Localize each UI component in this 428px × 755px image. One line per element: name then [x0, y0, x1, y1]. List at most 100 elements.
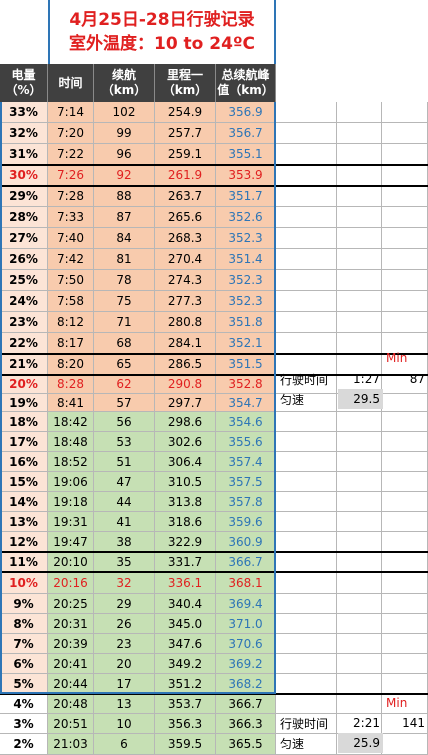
cell-range: 29	[94, 594, 155, 614]
cell-time: 7:40	[48, 228, 94, 249]
group-divider	[0, 551, 428, 553]
cell-peak-range: 355.6	[216, 432, 276, 452]
cell-mileage: 318.6	[155, 512, 216, 532]
table-row: 13% 19:31 41 318.6 359.6	[0, 512, 428, 532]
cell-mileage: 268.3	[155, 228, 216, 249]
cell-range: 47	[94, 472, 155, 492]
header-range-unit: （km）	[101, 83, 147, 97]
empty-cell	[276, 228, 337, 249]
empty-cell	[382, 432, 428, 452]
cell-peak-range: 356.7	[216, 123, 276, 144]
table-row: 31% 7:22 96 259.1 355.1	[0, 144, 428, 165]
cell-mileage: 331.7	[155, 552, 216, 572]
cell-battery: 12%	[0, 532, 48, 552]
empty-cell	[337, 552, 382, 572]
cell-range: 99	[94, 123, 155, 144]
cell-range: 10	[94, 714, 155, 734]
table-row: 12% 19:47 38 322.9 360.9	[0, 532, 428, 552]
cell-peak-range: 352.3	[216, 291, 276, 312]
cell-peak-range: 366.7	[216, 694, 276, 714]
cell-time: 19:06	[48, 472, 94, 492]
cell-battery: 11%	[0, 552, 48, 572]
drive-time-label-2: 行驶时间	[280, 716, 329, 731]
cell-time: 20:16	[48, 572, 94, 594]
empty-cell	[337, 312, 382, 333]
empty-cell	[337, 333, 382, 354]
cell-battery: 19%	[0, 394, 48, 412]
empty-cell	[382, 102, 428, 123]
empty-cell	[276, 594, 337, 614]
empty-cell	[276, 452, 337, 472]
cell-time: 19:18	[48, 492, 94, 512]
cell-time: 8:12	[48, 312, 94, 333]
drive-time-value-2: 2:21	[353, 716, 380, 730]
cell-battery: 10%	[0, 572, 48, 594]
cell-peak-range: 354.7	[216, 394, 276, 412]
empty-cell	[337, 412, 382, 432]
cell-battery: 18%	[0, 412, 48, 432]
empty-cell	[276, 492, 337, 512]
cell-battery: 32%	[0, 123, 48, 144]
empty-cell	[337, 270, 382, 291]
drive-time-label-1: 行驶时间	[280, 372, 329, 387]
cell-mileage: 356.3	[155, 714, 216, 734]
empty-cell	[382, 228, 428, 249]
table-row: 16% 18:52 51 306.4 357.4	[0, 452, 428, 472]
table-row: 18% 18:42 56 298.6 354.6	[0, 412, 428, 432]
cell-battery: 30%	[0, 165, 48, 186]
cell-peak-range: 365.5	[216, 734, 276, 755]
empty-cell	[382, 165, 428, 186]
cell-battery: 4%	[0, 694, 48, 714]
cell-time: 20:48	[48, 694, 94, 714]
cell-battery: 25%	[0, 270, 48, 291]
cell-peak-range: 355.1	[216, 144, 276, 165]
cell-peak-range: 371.0	[216, 614, 276, 634]
cell-time: 20:51	[48, 714, 94, 734]
cell-time: 19:31	[48, 512, 94, 532]
drive-time-value-1: 1:27	[353, 372, 380, 386]
empty-cell	[276, 552, 337, 572]
cell-battery: 31%	[0, 144, 48, 165]
empty-cell	[337, 594, 382, 614]
table-row: 20% 8:28 62 290.8 352.8	[0, 375, 428, 394]
cell-battery: 7%	[0, 634, 48, 654]
table-row: 19% 8:41 57 297.7 354.7	[0, 394, 428, 412]
empty-cell	[382, 552, 428, 572]
empty-cell	[276, 532, 337, 552]
header-peak-label: 总续航峰	[221, 68, 270, 82]
group-divider	[0, 353, 428, 355]
empty-cell	[337, 102, 382, 123]
distance-value-1: 87	[409, 372, 425, 386]
cell-mileage: 322.9	[155, 532, 216, 552]
header-range-label: 续航	[111, 68, 136, 82]
empty-cell	[337, 532, 382, 552]
cell-mileage: 297.7	[155, 394, 216, 412]
empty-cell	[382, 412, 428, 432]
empty-cell	[337, 452, 382, 472]
cell-time: 8:41	[48, 394, 94, 412]
cell-peak-range: 352.3	[216, 270, 276, 291]
group-divider	[0, 185, 428, 187]
empty-cell	[276, 694, 337, 714]
cell-time: 20:10	[48, 552, 94, 572]
empty-cell	[337, 512, 382, 532]
table-title: 4月25日-28日行驶记录 室外温度：10 to 24ºC	[48, 0, 276, 64]
cell-mileage: 261.9	[155, 165, 216, 186]
cell-time: 20:41	[48, 654, 94, 674]
cell-mileage: 353.7	[155, 694, 216, 714]
cell-time: 7:20	[48, 123, 94, 144]
group-divider	[0, 571, 428, 573]
cell-battery: 27%	[0, 228, 48, 249]
cell-time: 20:31	[48, 614, 94, 634]
avg-speed-value-1: 29.5	[338, 389, 383, 409]
empty-cell	[382, 674, 428, 694]
empty-cell	[276, 714, 337, 734]
cell-mileage: 259.1	[155, 144, 216, 165]
empty-cell	[276, 432, 337, 452]
avg-speed-value-2: 25.9	[338, 733, 383, 753]
header-mileage-label: 里程一	[166, 68, 203, 82]
cell-range: 92	[94, 165, 155, 186]
cell-range: 32	[94, 572, 155, 594]
cell-battery: 9%	[0, 594, 48, 614]
cell-time: 20:44	[48, 674, 94, 694]
